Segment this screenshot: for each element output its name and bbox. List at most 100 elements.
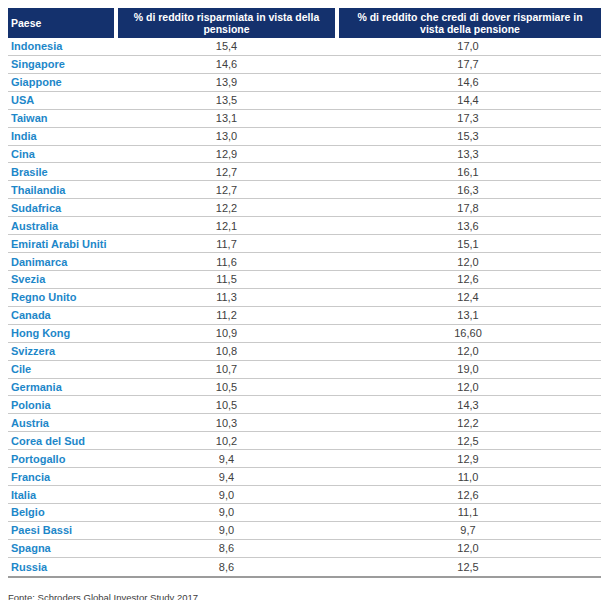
country-name: USA <box>8 94 118 106</box>
saved-percent-value: 14,6 <box>118 58 335 70</box>
saved-percent-value: 10,7 <box>118 363 335 375</box>
country-name: Austria <box>8 417 118 429</box>
should-save-percent-value: 12,0 <box>335 381 601 393</box>
country-name: Germania <box>8 381 118 393</box>
saved-percent-value: 12,7 <box>118 166 335 178</box>
saved-percent-value: 8,6 <box>118 542 335 554</box>
should-save-percent-value: 12,0 <box>335 345 601 357</box>
should-save-percent-value: 12,5 <box>335 435 601 447</box>
saved-percent-value: 11,5 <box>118 273 335 285</box>
table-row: Russia8,612,5 <box>8 558 601 576</box>
saved-percent-value: 12,9 <box>118 148 335 160</box>
table-row: Australia12,113,6 <box>8 217 601 235</box>
table-row: Svezia11,512,6 <box>8 271 601 289</box>
table-row: Italia9,012,6 <box>8 486 601 504</box>
saved-percent-value: 12,7 <box>118 184 335 196</box>
country-name: Polonia <box>8 399 118 411</box>
should-save-percent-value: 12,0 <box>335 542 601 554</box>
table-row: Cile10,719,0 <box>8 361 601 379</box>
should-save-percent-value: 13,1 <box>335 309 601 321</box>
should-save-percent-value: 11,0 <box>335 471 601 483</box>
table-row: Emirati Arabi Uniti11,715,1 <box>8 235 601 253</box>
country-name: Francia <box>8 471 118 483</box>
table-row: Portogallo9,412,9 <box>8 450 601 468</box>
country-name: Singapore <box>8 58 118 70</box>
saved-percent-value: 13,1 <box>118 112 335 124</box>
country-name: Svizzera <box>8 345 118 357</box>
should-save-percent-value: 12,6 <box>335 273 601 285</box>
country-name: Portogallo <box>8 453 118 465</box>
should-save-percent-value: 13,3 <box>335 148 601 160</box>
saved-percent-value: 12,1 <box>118 220 335 232</box>
saved-percent-value: 13,5 <box>118 94 335 106</box>
table-row: Canada11,213,1 <box>8 307 601 325</box>
should-save-percent-value: 14,3 <box>335 399 601 411</box>
table-row: Brasile12,716,1 <box>8 163 601 181</box>
country-name: Canada <box>8 309 118 321</box>
saved-percent-value: 9,0 <box>118 506 335 518</box>
country-name: Sudafrica <box>8 202 118 214</box>
country-name: Russia <box>8 561 118 573</box>
should-save-percent-value: 17,0 <box>335 40 601 52</box>
table-row: Cina12,913,3 <box>8 146 601 164</box>
table-row: Austria10,312,2 <box>8 414 601 432</box>
saved-percent-value: 9,4 <box>118 453 335 465</box>
saved-percent-value: 11,7 <box>118 238 335 250</box>
table-row: Germania10,512,0 <box>8 379 601 397</box>
saved-percent-value: 13,9 <box>118 76 335 88</box>
table-row: Giappone13,914,6 <box>8 74 601 92</box>
country-name: Taiwan <box>8 112 118 124</box>
column-header-should-save-percent: % di reddito che credi di dover risparmi… <box>339 8 601 38</box>
country-name: Paesi Bassi <box>8 524 118 536</box>
country-name: Hong Kong <box>8 327 118 339</box>
column-header-saved-percent: % di reddito risparmiata in vista della … <box>118 8 335 38</box>
should-save-percent-value: 11,1 <box>335 506 601 518</box>
table-row: India13,015,3 <box>8 128 601 146</box>
saved-percent-value: 10,8 <box>118 345 335 357</box>
saved-percent-value: 15,4 <box>118 40 335 52</box>
saved-percent-value: 8,6 <box>118 561 335 573</box>
should-save-percent-value: 12,9 <box>335 453 601 465</box>
country-name: Regno Unito <box>8 291 118 303</box>
saved-percent-value: 10,9 <box>118 327 335 339</box>
country-name: Indonesia <box>8 40 118 52</box>
table-row: Danimarca11,612,0 <box>8 253 601 271</box>
country-name: Spagna <box>8 542 118 554</box>
table-row: Polonia10,514,3 <box>8 396 601 414</box>
source-note: Fonte: Schroders Global Investor Study 2… <box>8 592 601 600</box>
table-row: Paesi Bassi9,09,7 <box>8 522 601 540</box>
table-row: Regno Unito11,312,4 <box>8 289 601 307</box>
table-row: Hong Kong10,916,60 <box>8 325 601 343</box>
should-save-percent-value: 19,0 <box>335 363 601 375</box>
should-save-percent-value: 12,4 <box>335 291 601 303</box>
column-header-paese: Paese <box>8 8 114 38</box>
retirement-savings-table-page: Paese % di reddito risparmiata in vista … <box>0 0 609 600</box>
retirement-savings-table: Paese % di reddito risparmiata in vista … <box>8 8 601 600</box>
should-save-percent-value: 14,6 <box>335 76 601 88</box>
saved-percent-value: 9,0 <box>118 489 335 501</box>
should-save-percent-value: 17,3 <box>335 112 601 124</box>
table-row: Spagna8,612,0 <box>8 540 601 558</box>
should-save-percent-value: 16,1 <box>335 166 601 178</box>
should-save-percent-value: 12,6 <box>335 489 601 501</box>
country-name: Corea del Sud <box>8 435 118 447</box>
table-body: Indonesia15,417,0Singapore14,617,7Giappo… <box>8 38 601 576</box>
saved-percent-value: 10,5 <box>118 381 335 393</box>
country-name: Italia <box>8 489 118 501</box>
country-name: Thailandia <box>8 184 118 196</box>
saved-percent-value: 10,3 <box>118 417 335 429</box>
should-save-percent-value: 17,8 <box>335 202 601 214</box>
country-name: Svezia <box>8 273 118 285</box>
should-save-percent-value: 9,7 <box>335 524 601 536</box>
should-save-percent-value: 17,7 <box>335 58 601 70</box>
saved-percent-value: 11,2 <box>118 309 335 321</box>
table-row: Singapore14,617,7 <box>8 56 601 74</box>
country-name: Emirati Arabi Uniti <box>8 238 118 250</box>
should-save-percent-value: 15,3 <box>335 130 601 142</box>
saved-percent-value: 11,3 <box>118 291 335 303</box>
table-row: Belgio9,011,1 <box>8 504 601 522</box>
table-header-row: Paese % di reddito risparmiata in vista … <box>8 8 601 38</box>
table-bottom-rule <box>8 576 601 578</box>
country-name: Belgio <box>8 506 118 518</box>
country-name: Giappone <box>8 76 118 88</box>
